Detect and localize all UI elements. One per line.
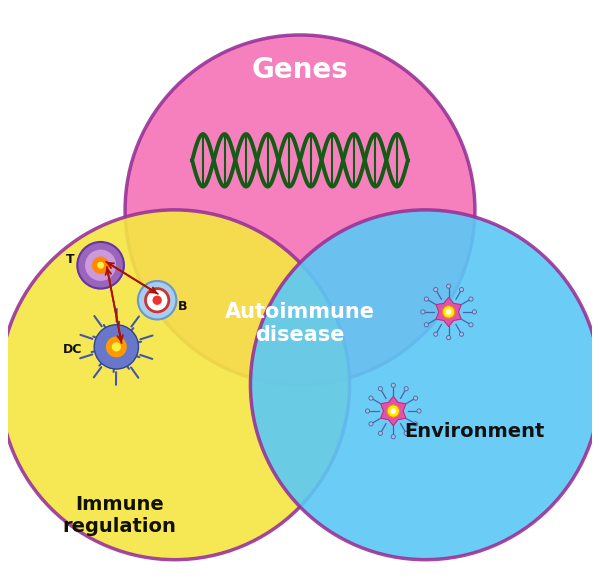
Text: DC: DC [63,343,83,356]
Text: Autoimmune
disease: Autoimmune disease [225,302,375,345]
Circle shape [379,431,383,436]
Circle shape [443,305,455,318]
Circle shape [421,310,425,314]
Circle shape [369,396,373,401]
Circle shape [434,287,438,292]
Circle shape [0,210,350,560]
Circle shape [250,210,600,560]
Text: Genes: Genes [251,56,349,84]
Circle shape [92,257,109,274]
Circle shape [404,431,408,436]
Circle shape [138,281,176,319]
Circle shape [84,249,117,282]
Circle shape [446,309,451,315]
Circle shape [369,422,373,426]
Circle shape [424,297,428,301]
Circle shape [152,296,162,305]
Circle shape [469,322,473,327]
Circle shape [472,310,476,314]
Circle shape [469,297,473,301]
Circle shape [391,383,395,387]
Circle shape [460,332,464,336]
Text: Environment: Environment [405,422,545,441]
Polygon shape [436,297,461,326]
Circle shape [106,336,127,357]
Text: B: B [178,300,188,312]
Circle shape [365,409,370,413]
Circle shape [424,322,428,327]
Circle shape [460,287,464,292]
Circle shape [391,435,395,439]
Circle shape [404,387,408,391]
Circle shape [379,387,383,391]
Circle shape [125,35,475,385]
Text: T: T [66,253,74,266]
Circle shape [97,262,104,269]
Circle shape [391,408,396,414]
Circle shape [413,422,418,426]
Circle shape [77,242,124,289]
Circle shape [446,336,451,340]
Circle shape [446,284,451,288]
Circle shape [387,405,400,417]
Text: Immune
regulation: Immune regulation [62,496,176,536]
Polygon shape [380,396,406,426]
Circle shape [146,289,169,312]
Circle shape [434,332,438,336]
Circle shape [112,342,121,352]
Circle shape [417,409,421,413]
Circle shape [94,325,139,369]
Circle shape [413,396,418,401]
